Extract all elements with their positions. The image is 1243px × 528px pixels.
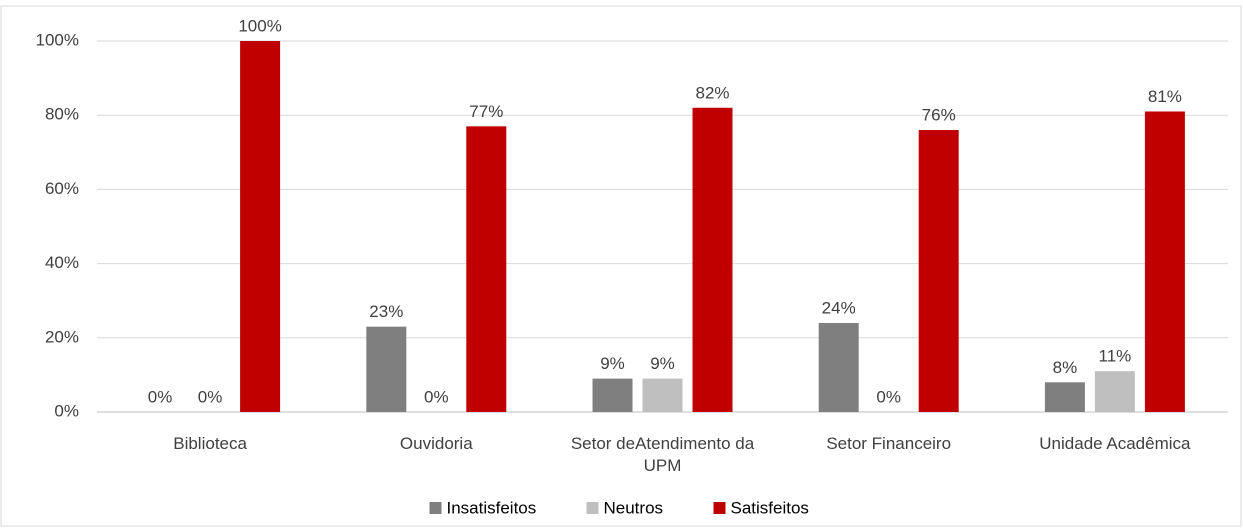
bar — [1144, 111, 1185, 413]
legend-label: Satisfeitos — [731, 498, 809, 517]
data-label: 100% — [238, 16, 281, 35]
chart-border — [0, 5, 1242, 527]
x-tick-label: Biblioteca — [173, 434, 247, 453]
bar — [818, 322, 859, 412]
x-tick-label: Setor Financeiro — [826, 434, 952, 453]
legend-swatch — [586, 502, 599, 514]
bar — [592, 378, 633, 412]
data-label: 0% — [424, 387, 449, 406]
data-label: 0% — [876, 387, 901, 406]
data-label: 9% — [650, 354, 675, 373]
data-label: 77% — [469, 102, 503, 121]
legend-label: Neutros — [604, 498, 664, 517]
data-label: 0% — [148, 387, 173, 406]
data-label: 76% — [922, 106, 956, 125]
bar — [1044, 382, 1085, 412]
y-tick-label: 0% — [54, 401, 79, 420]
data-label: 82% — [695, 83, 729, 102]
data-label: 81% — [1148, 87, 1182, 106]
bar — [240, 41, 281, 412]
y-tick-label: 80% — [45, 105, 79, 124]
y-tick-label: 60% — [45, 179, 79, 198]
x-tick-label: Ouvidoria — [399, 434, 473, 453]
bar — [642, 378, 683, 412]
data-label: 9% — [600, 354, 625, 373]
data-label: 23% — [369, 302, 403, 321]
x-tick-label: Unidade Acadêmica — [1039, 434, 1191, 453]
x-tick-label: Setor deAtendimento da UPM — [570, 434, 755, 475]
data-label: 24% — [822, 298, 856, 317]
data-label: 11% — [1099, 347, 1132, 366]
data-label: 0% — [198, 387, 223, 406]
bar — [466, 126, 507, 412]
legend-label: Insatisfeitos — [447, 498, 537, 517]
legend-swatch — [713, 502, 726, 514]
bar — [1094, 371, 1135, 412]
bar — [918, 130, 959, 413]
y-tick-label: 20% — [45, 327, 79, 346]
bar — [692, 107, 733, 412]
y-tick-label: 100% — [36, 30, 79, 49]
legend-swatch — [429, 502, 442, 514]
y-tick-label: 40% — [45, 253, 79, 272]
bar — [366, 326, 407, 412]
data-label: 8% — [1053, 358, 1078, 377]
